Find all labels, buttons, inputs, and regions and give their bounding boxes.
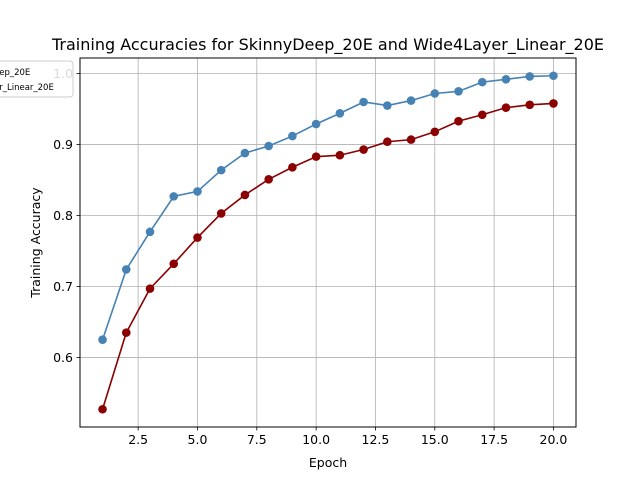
data-point-wide4layer-linear-20e [501,103,511,112]
data-point-skinnydeep-20e [430,89,440,98]
data-point-skinnydeep-20e [98,335,107,345]
x-tick-label: 5.0 [188,432,208,447]
series-layer [98,71,558,414]
x-tick-label: 20.0 [540,432,568,447]
data-point-skinnydeep-20e [549,71,558,81]
data-point-wide4layer-linear-20e [98,404,107,414]
data-point-wide4layer-linear-20e [169,259,179,269]
data-point-wide4layer-linear-20e [359,145,368,154]
x-axis-label: Epoch [309,455,347,470]
data-point-skinnydeep-20e [501,74,511,84]
x-tick-label: 15.0 [421,432,449,447]
data-point-skinnydeep-20e [406,96,416,105]
y-tick-label: 0.6 [53,350,73,365]
data-point-wide4layer-linear-20e [383,137,392,147]
data-point-wide4layer-linear-20e [549,99,558,108]
data-point-wide4layer-linear-20e [240,190,250,200]
data-point-wide4layer-linear-20e [406,135,416,144]
legend-label-skinnydeep: eep_20E [0,68,30,78]
data-point-wide4layer-linear-20e [193,233,202,242]
plot-area: 2.5 5.0 7.5 10.0 12.5 15.0 17.5 20.0 0.6 0.7 0.8 0… [53,57,577,447]
data-point-wide4layer-linear-20e [525,100,535,110]
x-tick-label: 10.0 [302,432,330,447]
data-point-skinnydeep-20e [525,72,535,81]
data-point-skinnydeep-20e [288,131,297,141]
data-point-skinnydeep-20e [454,87,463,96]
grid-lines [80,58,576,427]
data-point-skinnydeep-20e [145,227,155,237]
x-axis-ticks: 2.5 5.0 7.5 10.0 12.5 15.0 17.5 20.0 [128,427,567,447]
data-point-wide4layer-linear-20e [216,209,226,218]
legend-box [0,60,74,98]
data-point-skinnydeep-20e [311,119,321,129]
data-point-skinnydeep-20e [216,165,226,175]
data-point-skinnydeep-20e [121,265,131,274]
data-point-wide4layer-linear-20e [121,328,131,337]
legend: eep_20E er_Linear_20E [0,60,74,98]
x-tick-label: 2.5 [128,432,148,447]
data-point-skinnydeep-20e [193,187,202,196]
chart-title: Training Accuracies for SkinnyDeep_20E a… [51,35,604,55]
data-point-wide4layer-linear-20e [288,162,297,172]
data-point-skinnydeep-20e [383,101,392,110]
y-tick-label: 0.8 [53,208,73,223]
data-point-skinnydeep-20e [240,148,250,158]
data-point-skinnydeep-20e [359,97,368,107]
data-point-wide4layer-linear-20e [311,152,321,161]
plot-background [80,58,576,427]
x-tick-label: 7.5 [247,432,267,447]
x-tick-label: 12.5 [362,432,390,447]
data-point-wide4layer-linear-20e [454,116,463,126]
data-point-skinnydeep-20e [477,77,487,87]
data-point-skinnydeep-20e [335,109,345,118]
y-tick-label: 0.7 [53,279,73,294]
data-point-wide4layer-linear-20e [430,127,440,137]
data-point-skinnydeep-20e [169,192,179,201]
plot-frame [79,57,577,428]
legend-label-wide4layer: er_Linear_20E [0,83,54,93]
data-point-wide4layer-linear-20e [477,110,487,120]
data-point-wide4layer-linear-20e [335,150,345,160]
data-point-wide4layer-linear-20e [145,284,155,293]
y-axis-label: Training Accuracy [28,187,43,299]
y-tick-label: 0.9 [53,137,73,152]
x-tick-label: 17.5 [480,432,508,447]
data-point-wide4layer-linear-20e [264,175,273,184]
data-point-skinnydeep-20e [264,141,273,151]
